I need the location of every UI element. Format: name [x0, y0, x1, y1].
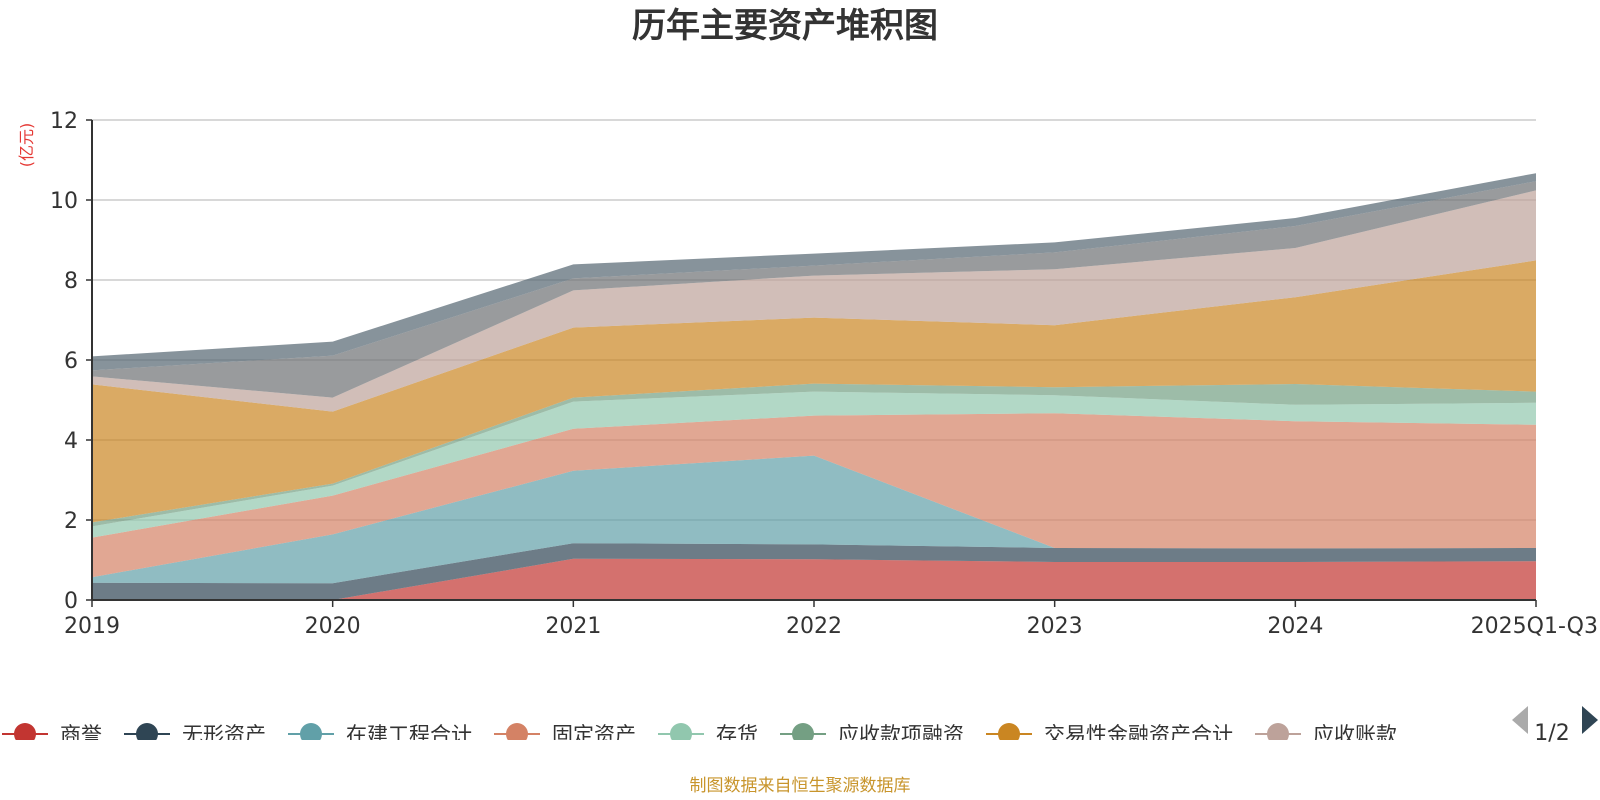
area-series-0[interactable]	[92, 558, 1536, 600]
legend-label: 交易性金融资产合计	[1044, 723, 1233, 747]
y-tick-label: 8	[64, 269, 78, 294]
legend-marker-icon	[506, 723, 528, 740]
y-tick-label: 10	[50, 189, 78, 214]
area-series-9[interactable]	[92, 173, 1536, 371]
y-tick-label: 0	[64, 589, 78, 614]
legend-marker-icon	[792, 723, 814, 740]
legend-label: 存货	[716, 723, 758, 747]
y-tick-label: 12	[50, 109, 78, 134]
legend: 商誉 无形资产 在建工程合计 固定资产 存货 应收款项融资 交易性金融资产合计 应收账款	[2, 723, 1397, 747]
x-tick-label: 2023	[1027, 614, 1083, 639]
area-series-3[interactable]	[92, 413, 1536, 578]
source-note: 制图数据来自恒生聚源数据库	[690, 776, 911, 796]
area-series-7[interactable]	[92, 190, 1536, 412]
x-tick-label: 2020	[305, 614, 361, 639]
legend-pager: 1/2	[1512, 706, 1598, 746]
area-series-6[interactable]	[92, 260, 1536, 523]
legend-marker-icon	[670, 723, 692, 740]
x-tick-label: 2019	[64, 614, 120, 639]
legend-page-indicator: 1/2	[1534, 721, 1569, 746]
legend-marker-icon	[998, 723, 1020, 740]
x-tick-label: 2025Q1-Q3	[1471, 614, 1598, 639]
chart-title: 历年主要资产堆积图	[632, 6, 938, 46]
area-series-group	[92, 173, 1536, 600]
legend-item[interactable]: 交易性金融资产合计	[986, 723, 1233, 747]
y-tick-label: 2	[64, 509, 78, 534]
legend-label: 应收款项融资	[838, 723, 964, 747]
legend-label: 应收账款	[1313, 723, 1397, 747]
legend-item[interactable]: 应收款项融资	[780, 723, 964, 747]
area-series-1[interactable]	[92, 543, 1536, 600]
axes	[91, 120, 1537, 607]
legend-marker-icon	[136, 723, 158, 740]
legend-item[interactable]: 无形资产	[124, 723, 266, 747]
x-tick-label: 2024	[1267, 614, 1323, 639]
legend-label: 在建工程合计	[346, 723, 472, 747]
y-tick-labels: 0 2 4 6 8 10 12	[50, 109, 78, 614]
legend-item[interactable]: 存货	[658, 723, 758, 747]
y-axis-unit-label: (亿元)	[17, 123, 36, 168]
x-tick-label: 2021	[545, 614, 601, 639]
legend-label: 商誉	[60, 723, 102, 747]
legend-item[interactable]: 应收账款	[1255, 723, 1397, 747]
legend-next-page-icon[interactable]	[1582, 706, 1598, 734]
area-series-8[interactable]	[92, 181, 1536, 398]
legend-marker-icon	[1267, 723, 1289, 740]
legend-marker-icon	[14, 723, 36, 740]
legend-items: 商誉 无形资产 在建工程合计 固定资产 存货 应收款项融资 交易性金融资产合计 应收账款	[2, 723, 1397, 747]
area-series-2[interactable]	[92, 455, 1536, 584]
legend-marker-icon	[300, 723, 322, 740]
legend-label: 无形资产	[182, 723, 266, 747]
y-tick-label: 4	[64, 429, 78, 454]
area-series-5[interactable]	[92, 383, 1536, 527]
x-tick-labels: 2019 2020 2021 2022 2023 2024 2025Q1-Q3	[64, 614, 1598, 639]
legend-item[interactable]: 在建工程合计	[288, 723, 472, 747]
legend-item[interactable]: 商誉	[2, 723, 102, 747]
area-series-4[interactable]	[92, 391, 1536, 538]
legend-item[interactable]: 固定资产	[494, 723, 636, 747]
x-tick-label: 2022	[786, 614, 842, 639]
legend-prev-page-icon[interactable]	[1512, 706, 1528, 734]
y-tick-label: 6	[64, 349, 78, 374]
legend-label: 固定资产	[552, 723, 636, 747]
